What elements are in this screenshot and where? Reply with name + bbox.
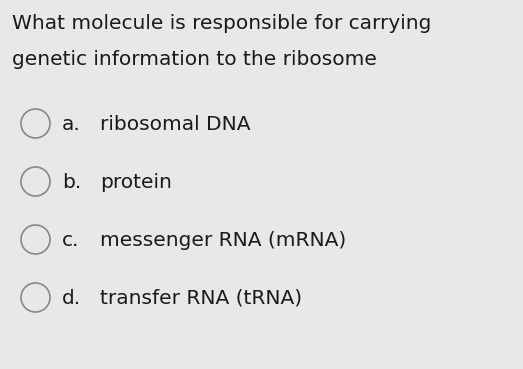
Text: messenger RNA (mRNA): messenger RNA (mRNA) — [100, 231, 346, 250]
Text: What molecule is responsible for carrying: What molecule is responsible for carryin… — [12, 14, 431, 33]
Text: transfer RNA (tRNA): transfer RNA (tRNA) — [100, 289, 302, 308]
Text: a.: a. — [62, 115, 81, 134]
Text: c.: c. — [62, 231, 79, 250]
Text: genetic information to the ribosome: genetic information to the ribosome — [12, 50, 377, 69]
Point — [31, 236, 39, 242]
Point — [31, 294, 39, 300]
Point — [31, 178, 39, 184]
Text: b.: b. — [62, 173, 81, 192]
Text: d.: d. — [62, 289, 81, 308]
Point — [31, 120, 39, 126]
Text: ribosomal DNA: ribosomal DNA — [100, 115, 251, 134]
Text: protein: protein — [100, 173, 172, 192]
